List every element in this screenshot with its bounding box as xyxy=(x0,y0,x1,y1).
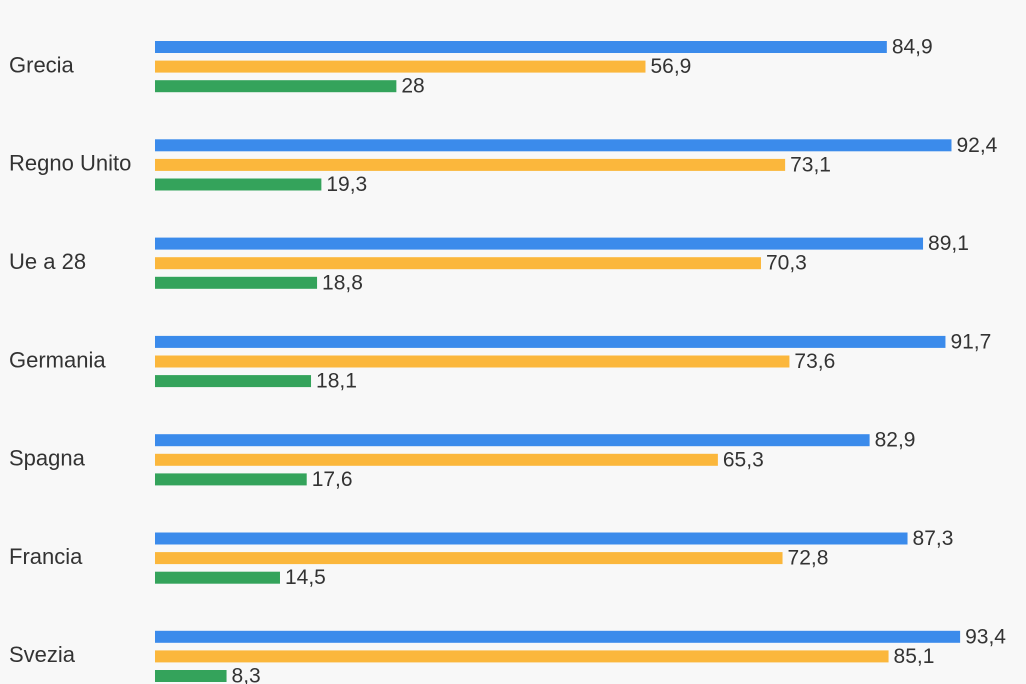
category-label: Regno Unito xyxy=(9,151,131,176)
value-label: 73,6 xyxy=(794,350,835,373)
category-label: Francia xyxy=(9,544,83,569)
bar xyxy=(155,552,783,565)
bar xyxy=(155,335,946,348)
bar xyxy=(155,60,646,73)
bar xyxy=(155,355,790,368)
value-label: 65,3 xyxy=(723,448,764,471)
value-label: 18,8 xyxy=(322,271,363,294)
bar xyxy=(155,650,889,663)
value-label: 91,7 xyxy=(950,330,991,353)
value-label: 73,1 xyxy=(790,153,831,176)
bar xyxy=(155,473,307,486)
bar xyxy=(155,237,924,250)
category-label: Ue a 28 xyxy=(9,249,86,274)
value-label: 14,5 xyxy=(285,566,326,589)
value-label: 8,3 xyxy=(232,665,261,684)
value-label: 93,4 xyxy=(965,625,1006,648)
bar xyxy=(155,80,397,93)
bar xyxy=(155,670,227,682)
bar xyxy=(155,532,908,545)
category-label: Svezia xyxy=(9,642,76,667)
value-label: 92,4 xyxy=(956,134,997,157)
bar xyxy=(155,453,718,466)
category-label: Germania xyxy=(9,347,106,372)
bar xyxy=(155,571,280,584)
value-label: 82,9 xyxy=(875,429,916,452)
bar xyxy=(155,139,952,152)
value-label: 84,9 xyxy=(892,36,933,59)
bar xyxy=(155,434,870,447)
value-label: 17,6 xyxy=(312,468,353,491)
bar xyxy=(155,276,318,289)
bar xyxy=(155,41,887,53)
bar xyxy=(155,158,786,171)
bar xyxy=(155,178,322,191)
category-label: Spagna xyxy=(9,446,86,471)
bar xyxy=(155,375,312,388)
value-labels: 84,9 56,9 28 92,4 73,1 19,3 89,1 70,3 18,8 91,7 73… xyxy=(232,36,1007,684)
bars xyxy=(155,41,961,682)
value-label: 87,3 xyxy=(913,527,954,550)
bar xyxy=(155,630,961,643)
category-label: Grecia xyxy=(9,52,75,77)
value-label: 72,8 xyxy=(788,547,829,570)
value-label: 85,1 xyxy=(894,645,935,668)
value-label: 18,1 xyxy=(316,370,357,393)
category-labels: Grecia Regno Unito Ue a 28 Germania Spagna Fr… xyxy=(9,52,131,667)
value-label: 28 xyxy=(401,75,424,98)
value-label: 56,9 xyxy=(650,55,691,78)
bar xyxy=(155,257,761,270)
value-label: 70,3 xyxy=(766,252,807,275)
value-label: 19,3 xyxy=(326,173,367,196)
value-label: 89,1 xyxy=(928,232,969,255)
